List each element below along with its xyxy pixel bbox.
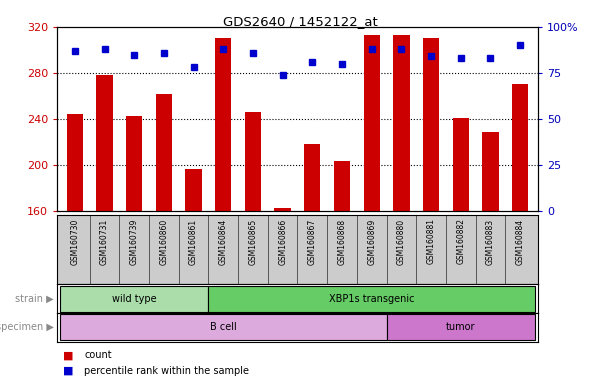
Bar — [209, 286, 535, 311]
Text: ■: ■ — [63, 350, 73, 360]
Text: GSM160867: GSM160867 — [308, 218, 317, 265]
Bar — [156, 94, 172, 211]
Bar — [423, 38, 439, 211]
Text: GSM160864: GSM160864 — [219, 218, 228, 265]
Bar — [275, 208, 291, 211]
Text: GSM160868: GSM160868 — [338, 218, 347, 265]
Text: GSM160861: GSM160861 — [189, 218, 198, 265]
Bar — [96, 75, 113, 211]
Text: GSM160869: GSM160869 — [367, 218, 376, 265]
Text: XBP1s transgenic: XBP1s transgenic — [329, 293, 415, 304]
Bar — [512, 84, 528, 211]
Bar — [67, 114, 83, 211]
Bar — [482, 132, 499, 211]
Text: GSM160866: GSM160866 — [278, 218, 287, 265]
Text: tumor: tumor — [446, 322, 475, 333]
Bar — [334, 161, 350, 211]
Text: GSM160883: GSM160883 — [486, 218, 495, 265]
Bar — [126, 116, 142, 211]
Text: GSM160882: GSM160882 — [456, 218, 465, 265]
Bar — [60, 314, 386, 340]
Text: GSM160730: GSM160730 — [70, 218, 79, 265]
Bar — [60, 286, 209, 311]
Text: strain ▶: strain ▶ — [16, 293, 54, 304]
Text: specimen ▶: specimen ▶ — [0, 322, 54, 333]
Bar — [215, 38, 231, 211]
Text: GSM160880: GSM160880 — [397, 218, 406, 265]
Text: GSM160731: GSM160731 — [100, 218, 109, 265]
Bar — [453, 118, 469, 211]
Text: GDS2640 / 1452122_at: GDS2640 / 1452122_at — [223, 15, 378, 28]
Text: GSM160860: GSM160860 — [159, 218, 168, 265]
Text: wild type: wild type — [112, 293, 157, 304]
Bar — [304, 144, 320, 211]
Text: ■: ■ — [63, 366, 73, 376]
Bar — [364, 35, 380, 211]
Text: GSM160881: GSM160881 — [427, 218, 436, 265]
Text: B cell: B cell — [210, 322, 237, 333]
Text: GSM160739: GSM160739 — [130, 218, 139, 265]
Text: GSM160884: GSM160884 — [516, 218, 525, 265]
Bar — [393, 35, 409, 211]
Text: percentile rank within the sample: percentile rank within the sample — [84, 366, 249, 376]
Text: count: count — [84, 350, 112, 360]
Text: GSM160865: GSM160865 — [248, 218, 257, 265]
Bar — [186, 169, 202, 211]
Bar — [386, 314, 535, 340]
Bar — [245, 112, 261, 211]
